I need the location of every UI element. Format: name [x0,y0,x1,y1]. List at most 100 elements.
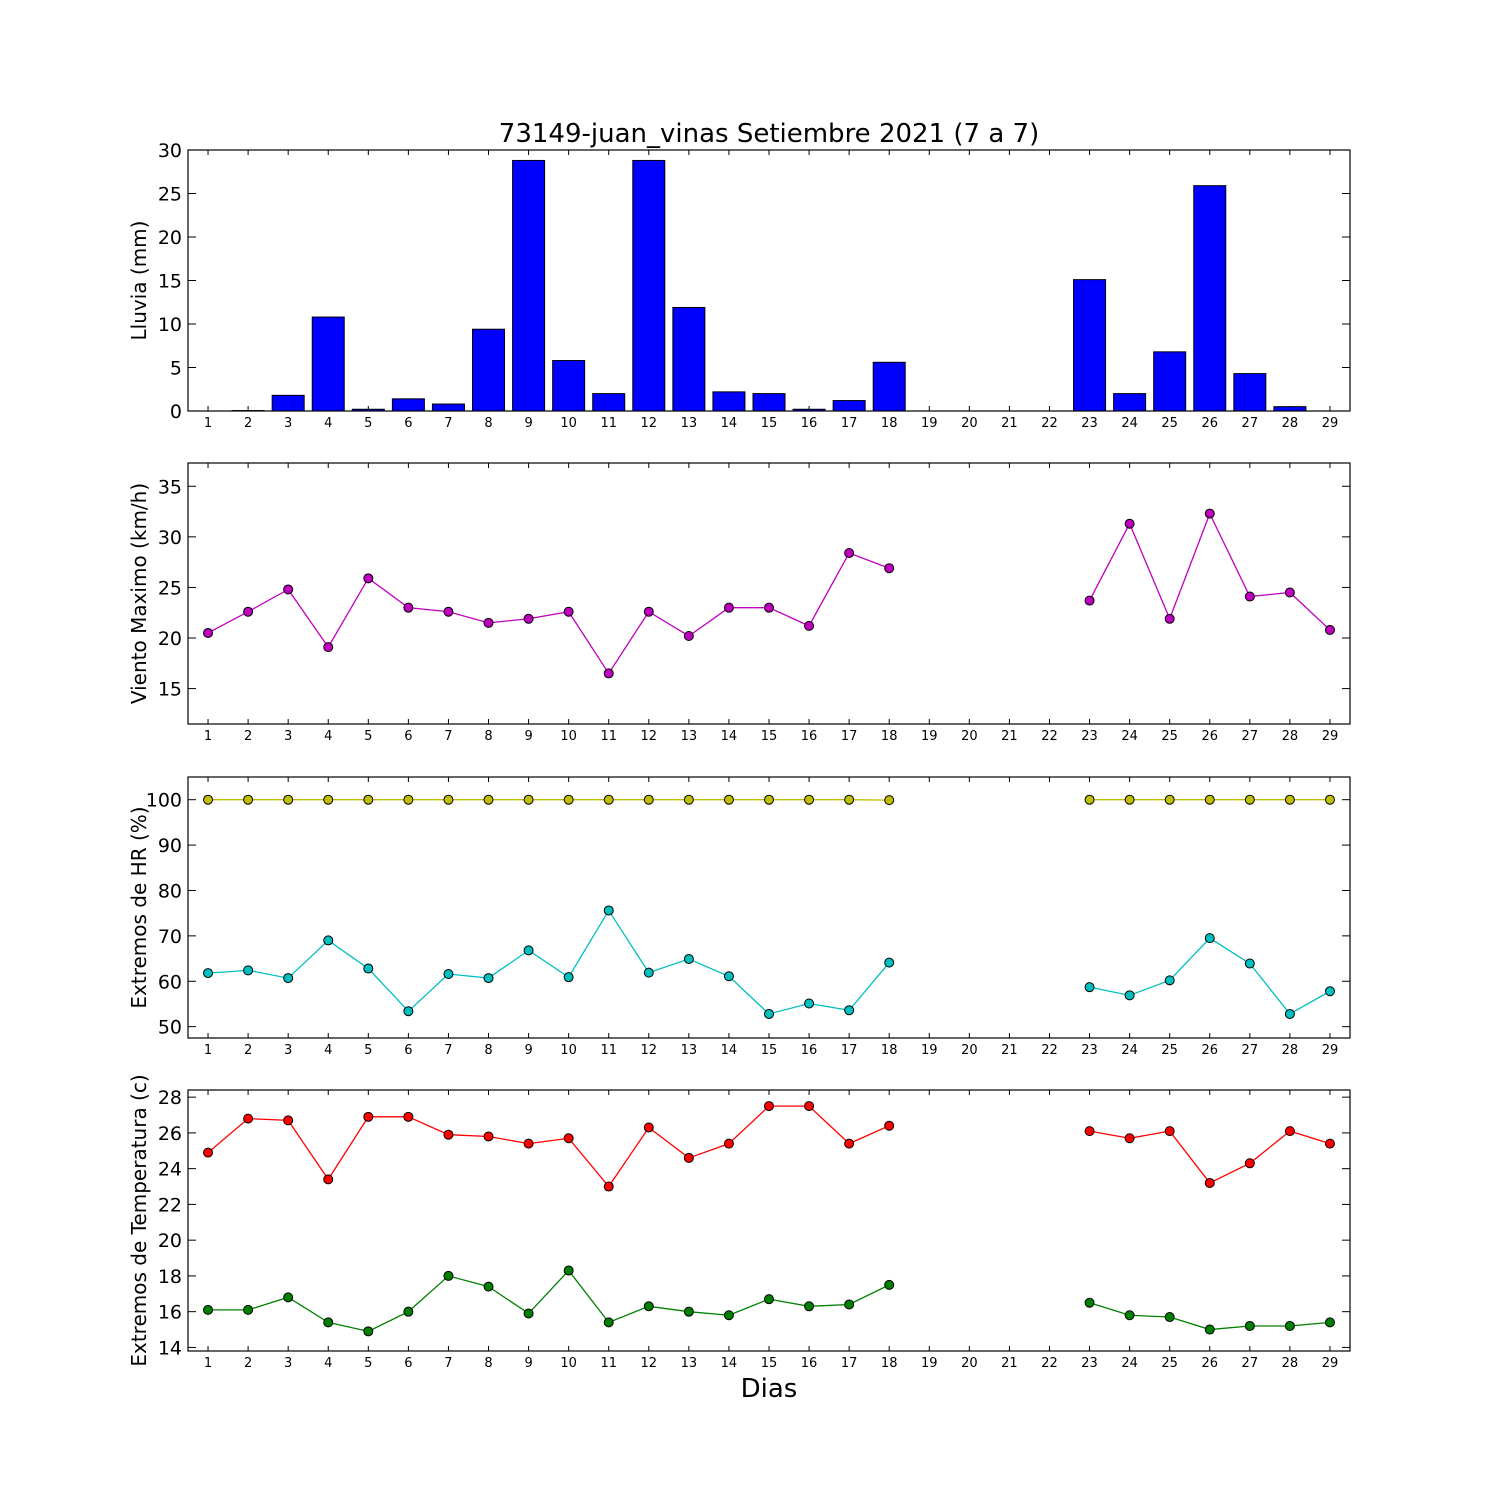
humidity-series-0-point-day-29 [1324,794,1335,805]
temperature-series-1-point-day-4 [323,1317,334,1328]
wind-xtick-label: 9 [524,729,532,744]
rain-bar-day-18 [872,361,906,412]
wind-series-0-point-day-26 [1204,508,1215,519]
temperature-series-0-point-day-10 [563,1133,574,1144]
wind-series-0-point-day-2 [243,606,254,617]
wind-series-0-point-day-16 [804,620,815,631]
rain-bar-day-26 [1193,185,1227,412]
wind-xtick-label: 14 [721,729,738,744]
humidity-series-1-point-day-18 [884,957,895,968]
humidity-series-1-point-day-4 [323,935,334,946]
wind-xtick-label: 29 [1322,729,1339,744]
humidity-series-0-point-day-25 [1164,794,1175,805]
temperature-xtick-label: 15 [761,1356,778,1371]
humidity-xtick-label: 4 [324,1043,332,1058]
humidity-ytick-label: 80 [158,880,182,902]
humidity-xtick-label: 9 [524,1043,532,1058]
wind-xtick-label: 8 [484,729,492,744]
wind-series-0-point-day-9 [523,613,534,624]
temperature-series-1-point-day-9 [523,1308,534,1319]
humidity-series-1-point-day-11 [603,905,614,916]
rain-xtick-label: 5 [364,416,372,431]
temperature-series-1-point-day-27 [1244,1320,1255,1331]
humidity-series-1-point-day-6 [403,1006,414,1017]
wind-series-0-point-day-6 [403,602,414,613]
humidity-series-0-point-day-17 [844,794,855,805]
temperature-series-0-line-0 [207,1105,890,1188]
humidity-series-0-point-day-2 [243,794,254,805]
humidity-xtick-label: 24 [1121,1043,1138,1058]
temperature-series-1-point-day-8 [483,1281,494,1292]
temperature-xtick-label: 4 [324,1356,332,1371]
wind-xtick-label: 22 [1041,729,1058,744]
wind-xtick-label: 2 [244,729,252,744]
humidity-xtick-label: 10 [560,1043,577,1058]
temperature-series-1-point-day-3 [283,1292,294,1303]
wind-y-axis-label: Viento Maximo (km/h) [127,483,151,704]
humidity-xtick-label: 7 [444,1043,452,1058]
humidity-xtick-label: 17 [841,1043,858,1058]
wind-ytick-label: 25 [158,577,182,599]
humidity-series-0-point-day-18 [884,795,895,806]
temperature-series-1-point-day-29 [1324,1317,1335,1328]
wind-xtick-label: 27 [1242,729,1259,744]
wind-series-0-point-day-4 [323,642,334,653]
temperature-xtick-label: 11 [600,1356,617,1371]
rain-xtick-label: 2 [244,416,252,431]
wind-xtick-label: 28 [1282,729,1299,744]
humidity-series-1-point-day-28 [1284,1008,1295,1019]
temperature-ytick-label: 28 [158,1087,182,1109]
temperature-ytick-label: 20 [158,1230,182,1252]
rain-xtick-label: 7 [444,416,452,431]
temperature-series-0-point-day-5 [363,1111,374,1122]
wind-xtick-label: 12 [641,729,658,744]
humidity-xtick-label: 23 [1081,1043,1098,1058]
humidity-series-0-point-day-16 [804,794,815,805]
wind-series-0-point-day-13 [683,630,694,641]
temperature-series-0-point-day-24 [1124,1133,1135,1144]
humidity-ytick-label: 50 [158,1017,182,1039]
temperature-series-1-point-day-15 [764,1294,774,1305]
humidity-xtick-label: 27 [1242,1043,1259,1058]
rain-ytick-label: 10 [158,314,182,336]
temperature-series-0-point-day-2 [243,1113,254,1124]
wind-series-0-point-day-15 [764,602,774,613]
temperature-series-0-point-day-17 [844,1138,855,1149]
humidity-series-1-point-day-26 [1204,933,1215,944]
rain-bar-day-4 [311,316,345,412]
wind-series-0-point-day-3 [283,584,294,595]
temperature-xtick-label: 2 [244,1356,252,1371]
rain-xtick-label: 23 [1081,416,1098,431]
temperature-series-1-point-day-2 [243,1304,254,1315]
humidity-series-1-point-day-24 [1124,990,1135,1001]
humidity-series-1-point-day-2 [243,965,254,976]
rain-bar-day-8 [472,328,506,412]
wind-xtick-label: 4 [324,729,332,744]
temperature-series-0-point-day-12 [643,1122,654,1133]
humidity-xtick-label: 28 [1282,1043,1299,1058]
rain-bar-day-14 [712,391,746,412]
humidity-series-1-point-day-13 [683,954,694,965]
humidity-ytick-label: 100 [146,790,182,812]
wind-series-0-point-day-29 [1324,624,1335,635]
temperature-xtick-label: 22 [1041,1356,1058,1371]
temperature-series-0-point-day-23 [1084,1126,1095,1137]
rain-y-axis-label: Lluvia (mm) [127,221,151,341]
humidity-xtick-label: 14 [721,1043,738,1058]
temperature-series-1-point-day-25 [1164,1312,1175,1323]
rain-axes-frame [187,149,1351,412]
wind-xtick-label: 10 [560,729,577,744]
rain-xtick-label: 10 [560,416,577,431]
rain-xtick-label: 26 [1201,416,1218,431]
humidity-series-0-point-day-13 [683,794,694,805]
rain-xtick-label: 12 [641,416,658,431]
humidity-series-0-point-day-23 [1084,794,1095,805]
wind-ytick-label: 35 [158,476,182,498]
wind-axes-frame [187,462,1351,725]
rain-bar-day-12 [632,159,666,412]
wind-series-0-point-day-17 [844,548,855,559]
temperature-series-1-point-day-13 [683,1306,694,1317]
